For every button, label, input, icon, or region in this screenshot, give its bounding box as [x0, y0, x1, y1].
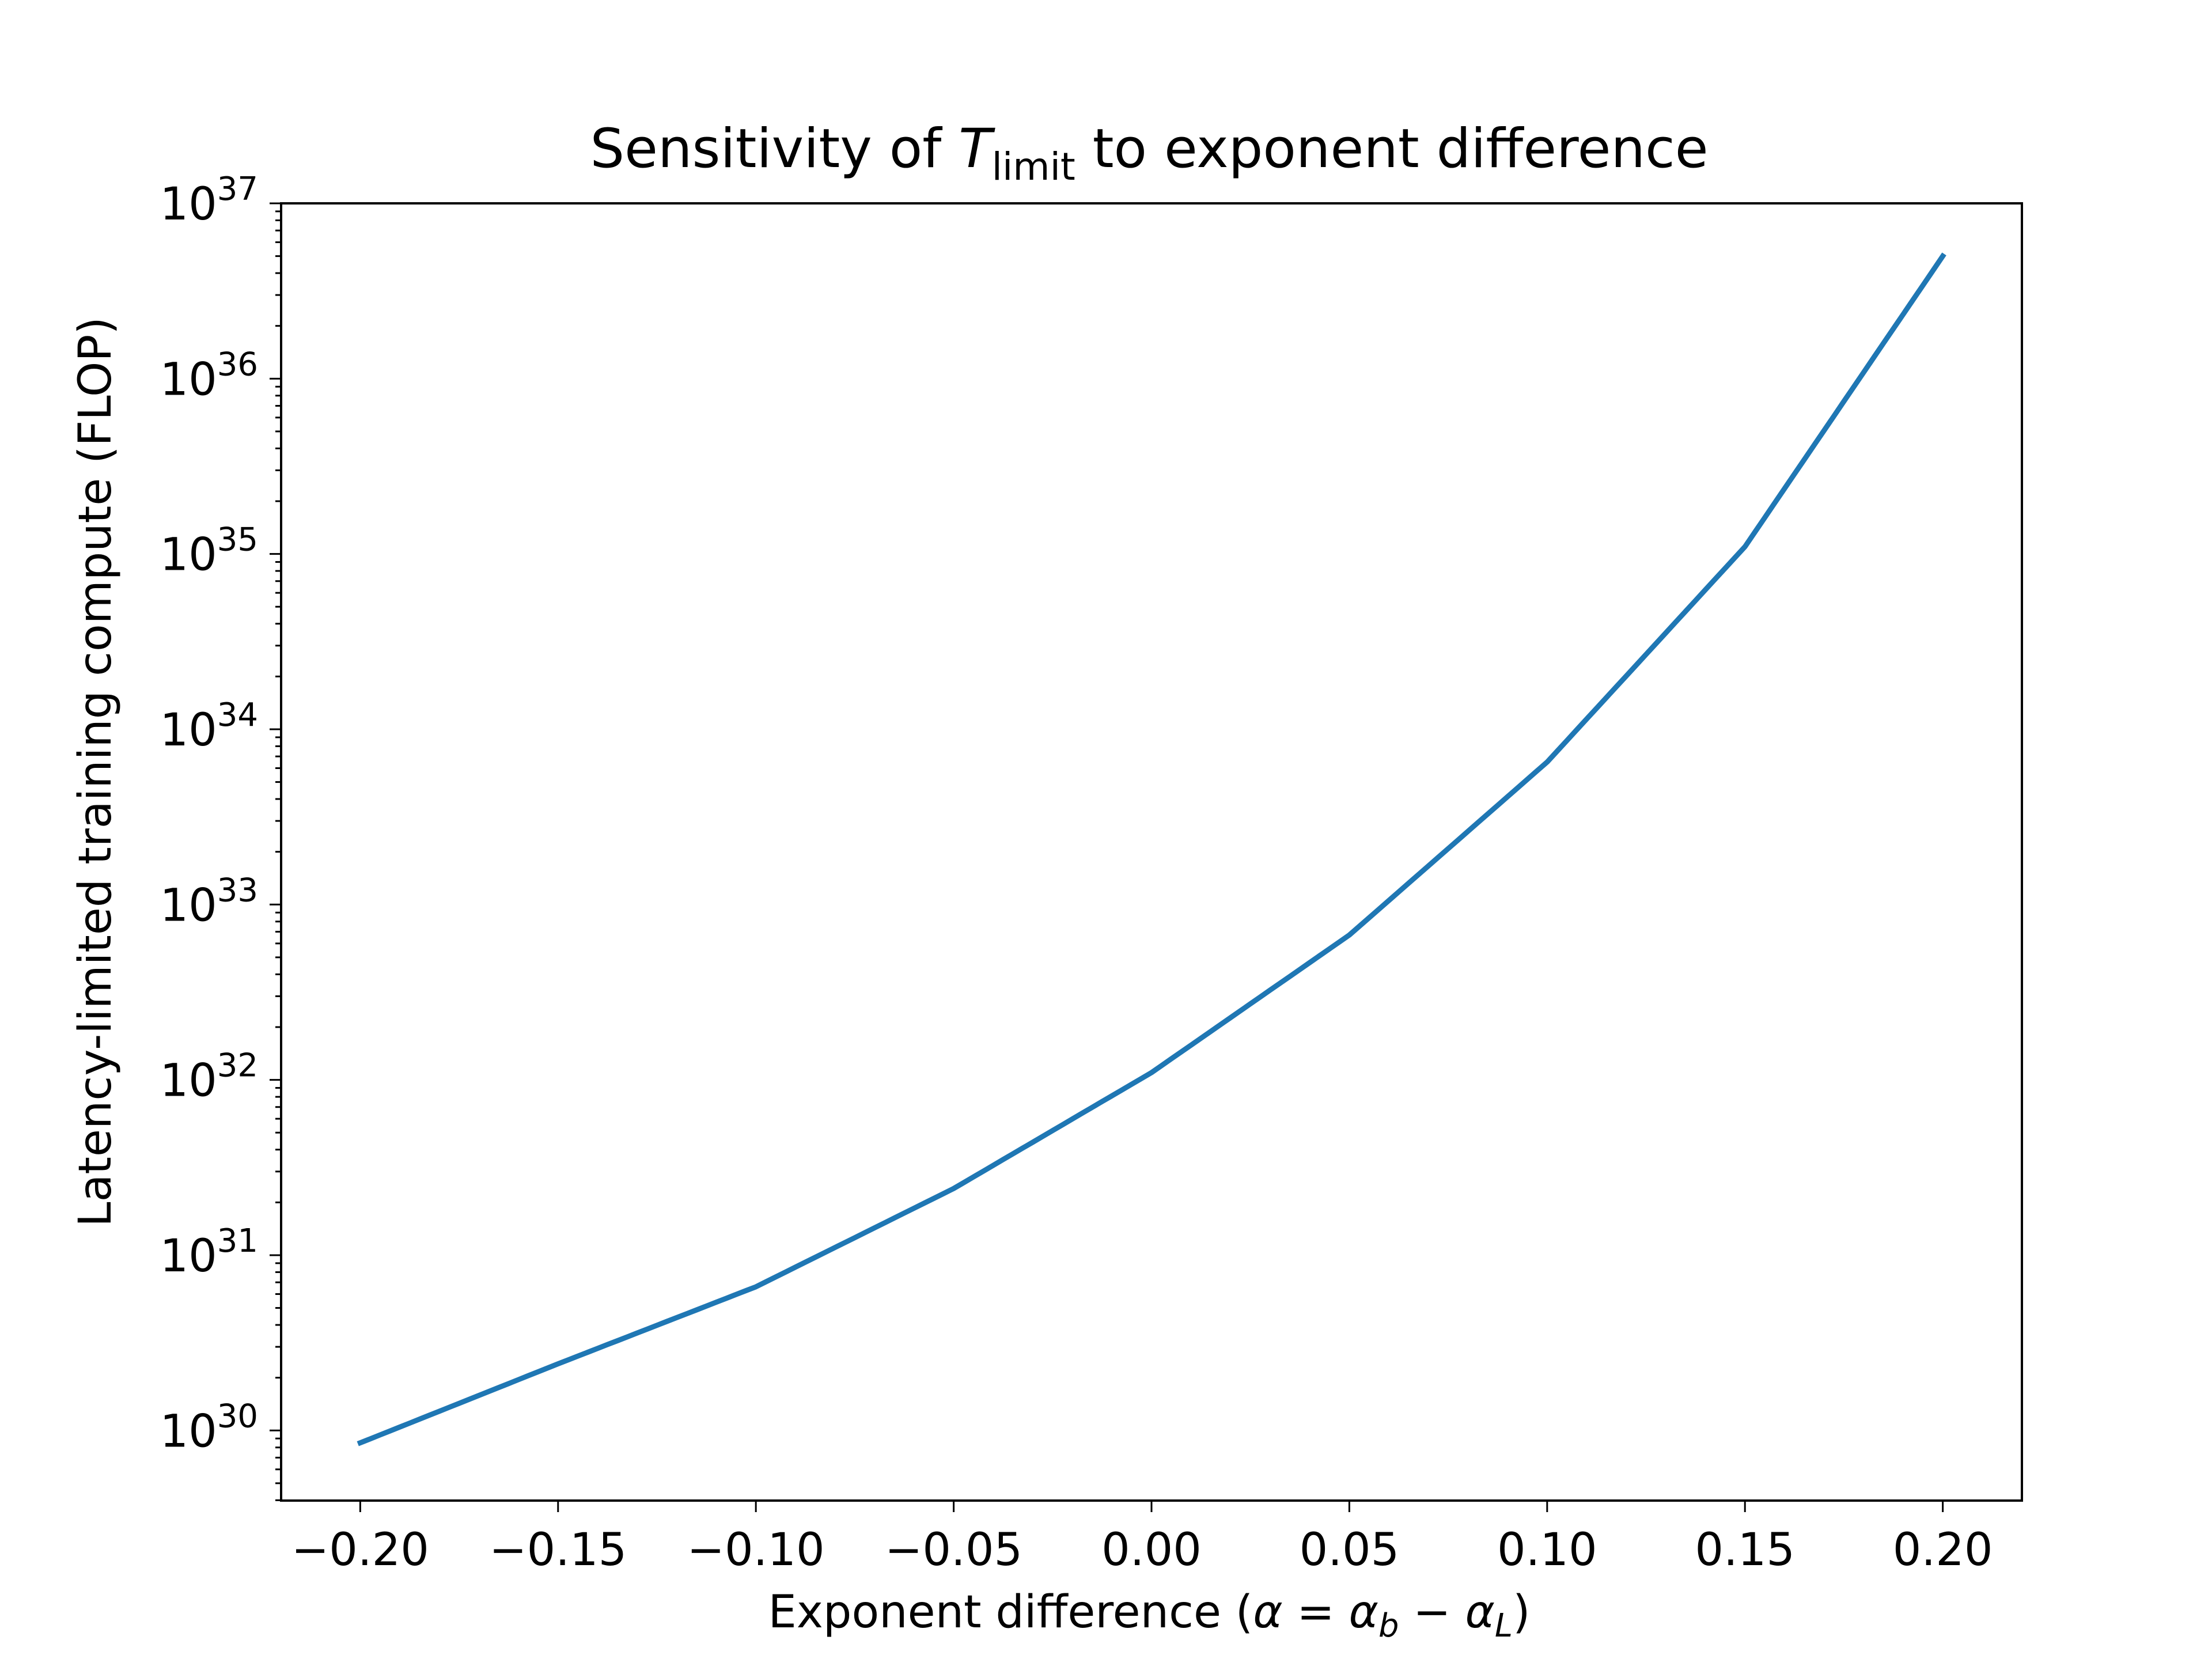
y-tick-base: 10: [160, 1055, 217, 1107]
xlabel-math: α = α: [1253, 1586, 1378, 1638]
x-tick-label: −0.15: [489, 1524, 627, 1576]
y-tick-label: 1030: [160, 1397, 258, 1457]
x-tick-label: 0.15: [1695, 1524, 1795, 1576]
y-tick-base: 10: [160, 1406, 217, 1457]
y-tick-label: 1033: [160, 872, 258, 931]
chart-title: Sensitivity of Tlimit to exponent differ…: [590, 118, 1708, 189]
y-tick-base: 10: [160, 880, 217, 931]
title-prefix: Sensitivity of: [590, 118, 959, 180]
y-tick-label: 1036: [160, 346, 258, 406]
x-tick-label: 0.00: [1101, 1524, 1202, 1576]
x-axis-label: Exponent difference (α = αb − αL): [768, 1586, 1530, 1645]
xlabel-mid: − α: [1399, 1586, 1495, 1638]
plot-frame: [280, 202, 2023, 1502]
x-tick-label: −0.20: [291, 1524, 429, 1576]
y-tick-label: 1035: [160, 521, 258, 581]
y-tick-label: 1032: [160, 1047, 258, 1107]
y-axis-label: Latency-limited training compute (FLOP): [70, 317, 122, 1227]
series-line-0: [357, 252, 1946, 1446]
y-tick-exponent: 31: [217, 1222, 258, 1260]
title-suffix: to exponent difference: [1075, 118, 1709, 180]
xlabel-sub1: b: [1378, 1607, 1399, 1645]
xlabel-prefix: Exponent difference (: [768, 1586, 1253, 1638]
y-tick-label: 1037: [160, 171, 258, 230]
x-tick-label: 0.05: [1300, 1524, 1400, 1576]
y-tick-base: 10: [160, 354, 217, 406]
y-tick-label: 1034: [160, 696, 258, 756]
y-tick-exponent: 32: [217, 1047, 258, 1085]
title-math-var: T: [959, 118, 995, 180]
y-tick-exponent: 34: [217, 696, 258, 734]
x-tick-label: −0.10: [687, 1524, 825, 1576]
xlabel-sub2: L: [1495, 1607, 1513, 1645]
y-tick-base: 10: [160, 1230, 217, 1282]
x-tick-label: −0.05: [885, 1524, 1022, 1576]
y-tick-base: 10: [160, 704, 217, 756]
y-tick-exponent: 37: [217, 171, 258, 208]
y-tick-base: 10: [160, 529, 217, 581]
y-tick-exponent: 33: [217, 872, 258, 909]
x-tick-label: 0.10: [1497, 1524, 1597, 1576]
y-tick-exponent: 36: [217, 346, 258, 383]
y-tick-base: 10: [160, 179, 217, 230]
title-math-sub: limit: [992, 145, 1075, 189]
y-tick-exponent: 30: [217, 1397, 258, 1435]
y-tick-exponent: 35: [217, 521, 258, 559]
x-tick-label: 0.20: [1893, 1524, 1993, 1576]
y-tick-label: 1031: [160, 1222, 258, 1282]
xlabel-suffix: ): [1513, 1586, 1530, 1638]
